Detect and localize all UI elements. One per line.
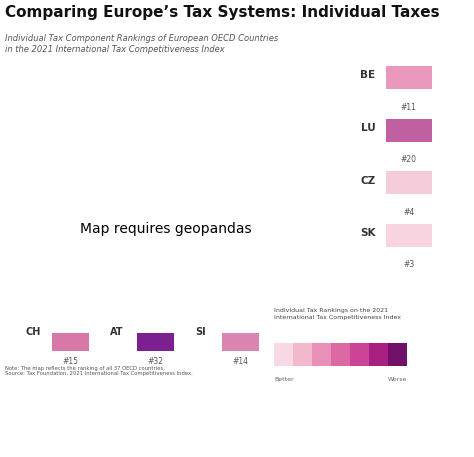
Text: Individual Tax Component Rankings of European OECD Countries
in the 2021 Interna: Individual Tax Component Rankings of Eur… <box>5 34 278 54</box>
Bar <box>350 343 369 366</box>
Text: Worse: Worse <box>387 377 407 383</box>
Text: #15: #15 <box>63 357 79 367</box>
Bar <box>331 343 350 366</box>
Text: #4: #4 <box>403 208 414 217</box>
Bar <box>386 66 431 89</box>
Text: TAX FOUNDATION: TAX FOUNDATION <box>5 440 101 449</box>
Bar <box>52 333 89 351</box>
Text: AT: AT <box>110 327 124 337</box>
Text: LU: LU <box>361 123 375 133</box>
Text: Map requires geopandas: Map requires geopandas <box>80 222 252 235</box>
Text: SI: SI <box>195 327 206 337</box>
Text: #32: #32 <box>147 357 164 367</box>
Text: #20: #20 <box>401 155 417 165</box>
Bar <box>137 333 174 351</box>
Text: Individual Tax Rankings on the 2021
International Tax Competitiveness Index: Individual Tax Rankings on the 2021 Inte… <box>274 308 401 319</box>
Text: Comparing Europe’s Tax Systems: Individual Taxes: Comparing Europe’s Tax Systems: Individu… <box>5 5 439 20</box>
Text: Better: Better <box>274 377 294 383</box>
Text: #14: #14 <box>232 357 248 367</box>
Text: CH: CH <box>26 327 41 337</box>
Bar <box>293 343 312 366</box>
Text: #11: #11 <box>401 103 417 112</box>
Text: Note: The map reflects the ranking of all 37 OECD countries.
Source: Tax Foundat: Note: The map reflects the ranking of al… <box>5 366 192 377</box>
Text: @TaxFoundation: @TaxFoundation <box>400 440 469 449</box>
Bar <box>386 119 431 142</box>
Bar <box>386 224 431 247</box>
Bar <box>274 343 293 366</box>
Bar <box>312 343 331 366</box>
Bar <box>222 333 259 351</box>
Text: #3: #3 <box>403 260 414 270</box>
Text: CZ: CZ <box>360 175 375 186</box>
Text: BE: BE <box>360 70 375 80</box>
Bar <box>386 171 431 194</box>
Bar <box>388 343 407 366</box>
Text: SK: SK <box>360 228 375 238</box>
Bar <box>369 343 388 366</box>
